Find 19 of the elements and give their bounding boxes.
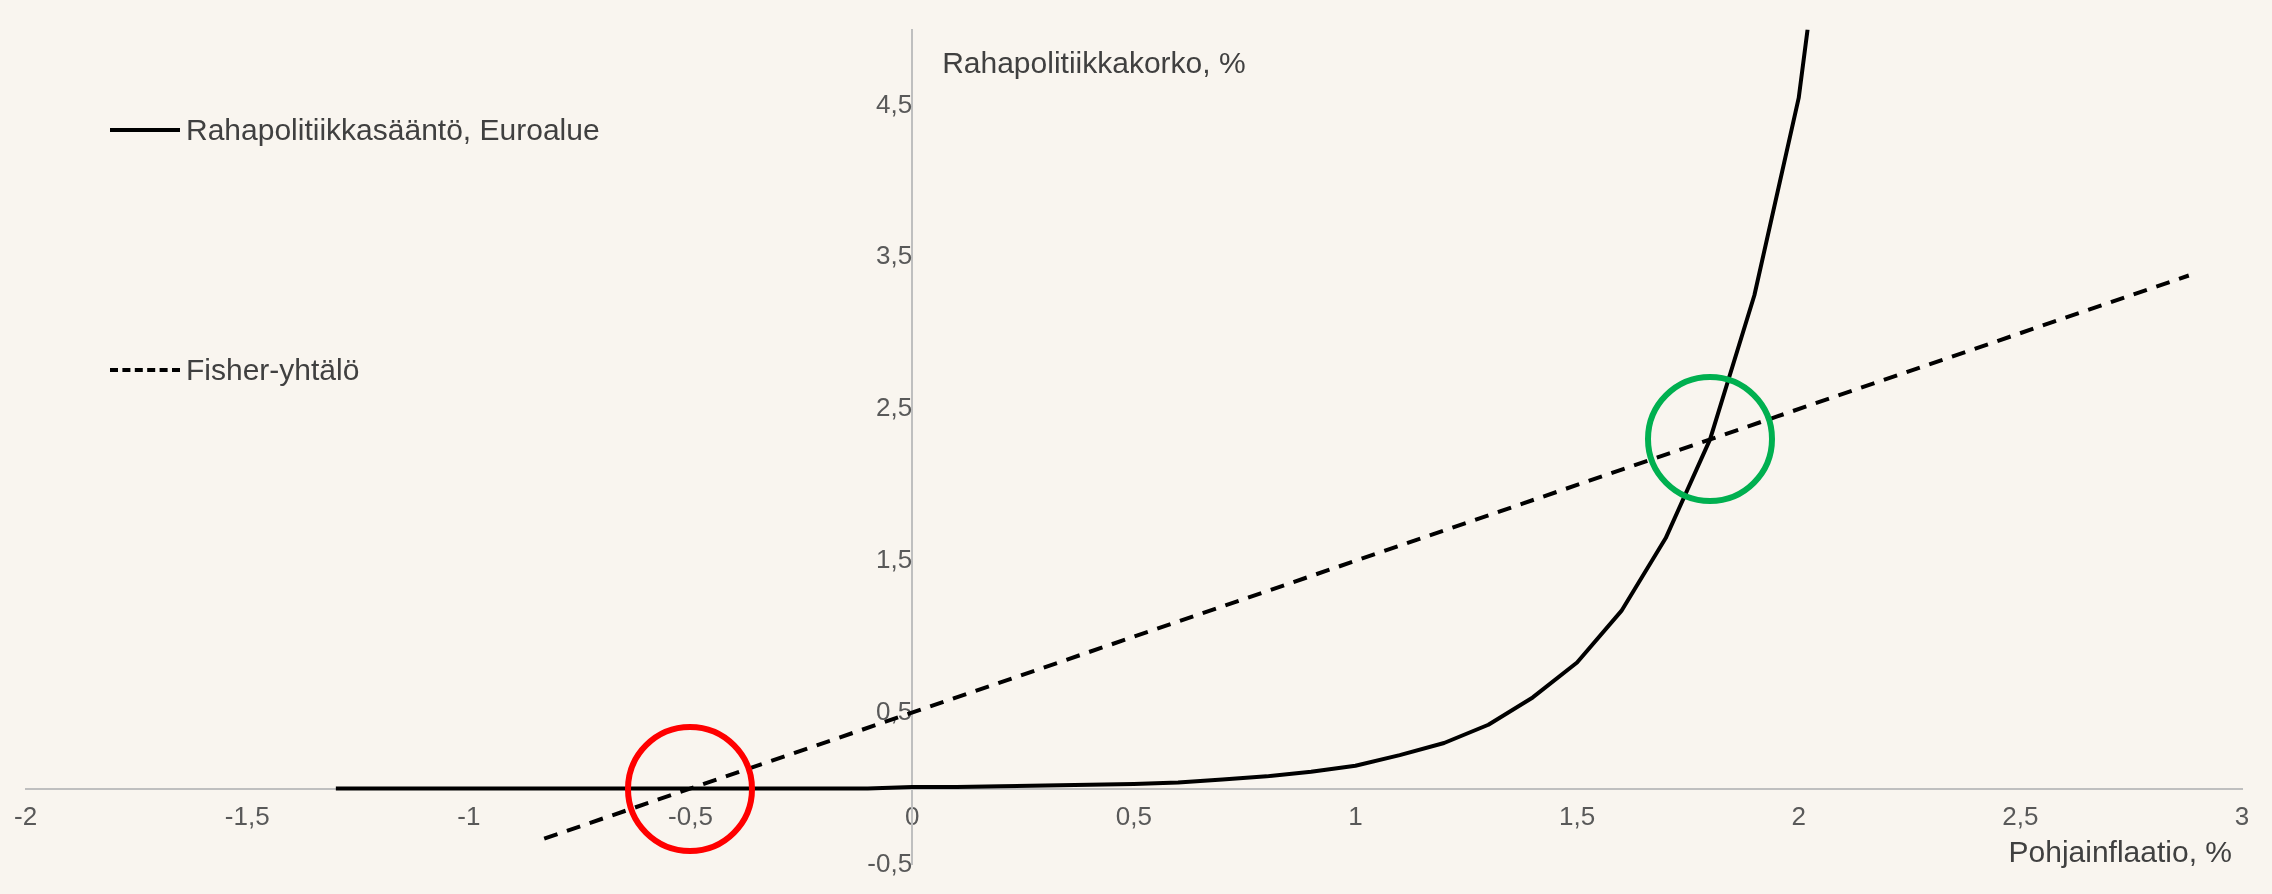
y-tick-label: 1,5 [875,544,913,575]
x-axis-title: Pohjainflaatio, % [2008,834,2232,868]
y-axis-title: Rahapolitiikkakorko, % [942,45,1246,79]
legend-label: Fisher-yhtälö [186,353,360,387]
x-tick-label: 2 [1791,801,1806,832]
y-tick-label: -0,5 [867,847,913,878]
x-tick-label: 0,5 [1115,801,1152,832]
x-tick-label: 2,5 [2002,801,2039,832]
x-tick-label: 1,5 [1558,801,1596,832]
x-tick-label: -0,5 [668,801,713,832]
x-tick-label: 3 [2234,801,2250,832]
legend-label: Rahapolitiikkasääntö, Euroalue [186,113,600,147]
x-tick-label: 1 [1348,801,1363,832]
x-tick-label: -1,5 [224,801,270,832]
y-tick-label: 3,5 [875,240,913,271]
y-tick-label: 4,5 [875,88,913,119]
x-tick-label: -1 [457,801,481,832]
x-tick-label: -2 [14,801,38,832]
y-tick-label: 2,5 [875,392,913,423]
